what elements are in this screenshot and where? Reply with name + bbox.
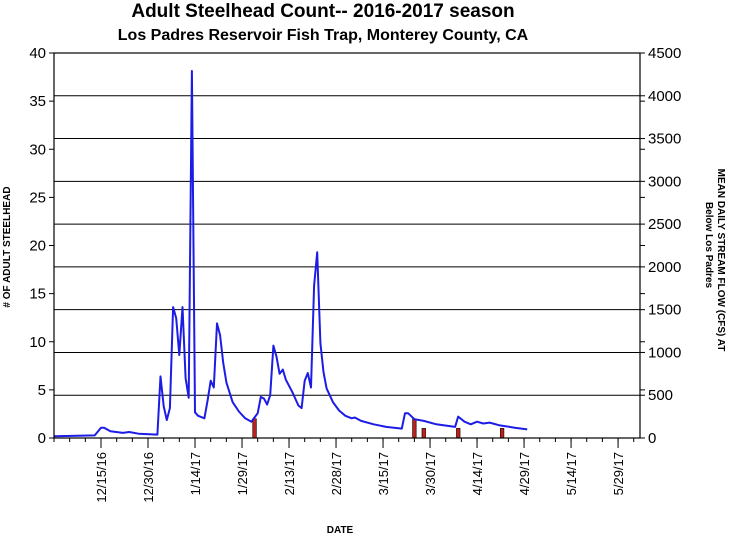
count-bar <box>500 428 505 439</box>
x-tick-label: 12/15/16 <box>94 452 109 503</box>
x-tick-label: 2/13/17 <box>282 452 297 495</box>
count-bar <box>252 418 257 439</box>
y-tick-label: 5 <box>38 382 46 399</box>
x-tick-label: 2/28/17 <box>329 452 344 495</box>
y2-tick-label: 3500 <box>648 131 681 148</box>
y2-tick-label: 0 <box>648 430 656 447</box>
y2-tick-label: 3000 <box>648 173 681 190</box>
y2-tick-label: 500 <box>648 387 673 404</box>
y-tick-label: 20 <box>29 238 46 255</box>
y2-tick-label: 2500 <box>648 216 681 233</box>
x-tick-label: 12/30/16 <box>141 452 156 503</box>
y-tick-label: 0 <box>38 430 46 447</box>
plot-frame <box>53 52 641 439</box>
y2-axis-label-line2: Below Los Padres <box>703 202 714 289</box>
grid <box>54 52 640 396</box>
y2-tick-label: 4000 <box>648 88 681 105</box>
y-tick-label: 35 <box>29 93 46 110</box>
x-axis-label: DATE <box>327 525 354 536</box>
x-tick-label: 1/14/17 <box>188 452 203 495</box>
y-axis-label: # OF ADULT STEELHEAD <box>2 186 13 307</box>
y-axis-left: 0 5 10 15 20 25 30 35 40 <box>29 45 645 447</box>
y2-tick-label: 2000 <box>648 259 681 276</box>
y2-tick-label: 1000 <box>648 344 681 361</box>
count-bar <box>421 428 426 439</box>
flow-line <box>53 70 528 438</box>
x-tick-label: 3/15/17 <box>376 452 391 495</box>
x-tick-label: 5/29/17 <box>611 452 626 495</box>
y-tick-label: 30 <box>29 141 46 158</box>
x-tick-label: 5/14/17 <box>564 452 579 495</box>
x-tick-label: 4/29/17 <box>517 452 532 495</box>
x-tick-label: 1/29/17 <box>235 452 250 495</box>
y-tick-label: 15 <box>29 286 46 303</box>
y-axis-right: 0 500 1000 1500 2000 2500 3000 3500 4000 4500 <box>640 45 681 447</box>
x-tick-label: 3/30/17 <box>423 452 438 495</box>
count-bar <box>412 418 417 439</box>
y-tick-label: 25 <box>29 189 46 206</box>
x-tick-label: 4/14/17 <box>470 452 485 495</box>
y2-axis-label-line1: MEAN DAILY STREAM FLOW (CFS) AT <box>715 169 726 352</box>
count-bar <box>456 428 461 439</box>
y2-tick-label: 1500 <box>648 302 681 319</box>
y-tick-label: 10 <box>29 334 46 351</box>
y2-tick-label: 4500 <box>648 45 681 62</box>
x-axis: 12/15/16 12/30/16 1/14/17 1/29/17 2/13/17 2/2… <box>53 438 635 503</box>
y-tick-label: 40 <box>29 45 46 62</box>
chart-title: Adult Steelhead Count-- 2016-2017 season <box>131 1 514 22</box>
chart-subtitle: Los Padres Reservoir Fish Trap, Monterey… <box>118 27 529 44</box>
